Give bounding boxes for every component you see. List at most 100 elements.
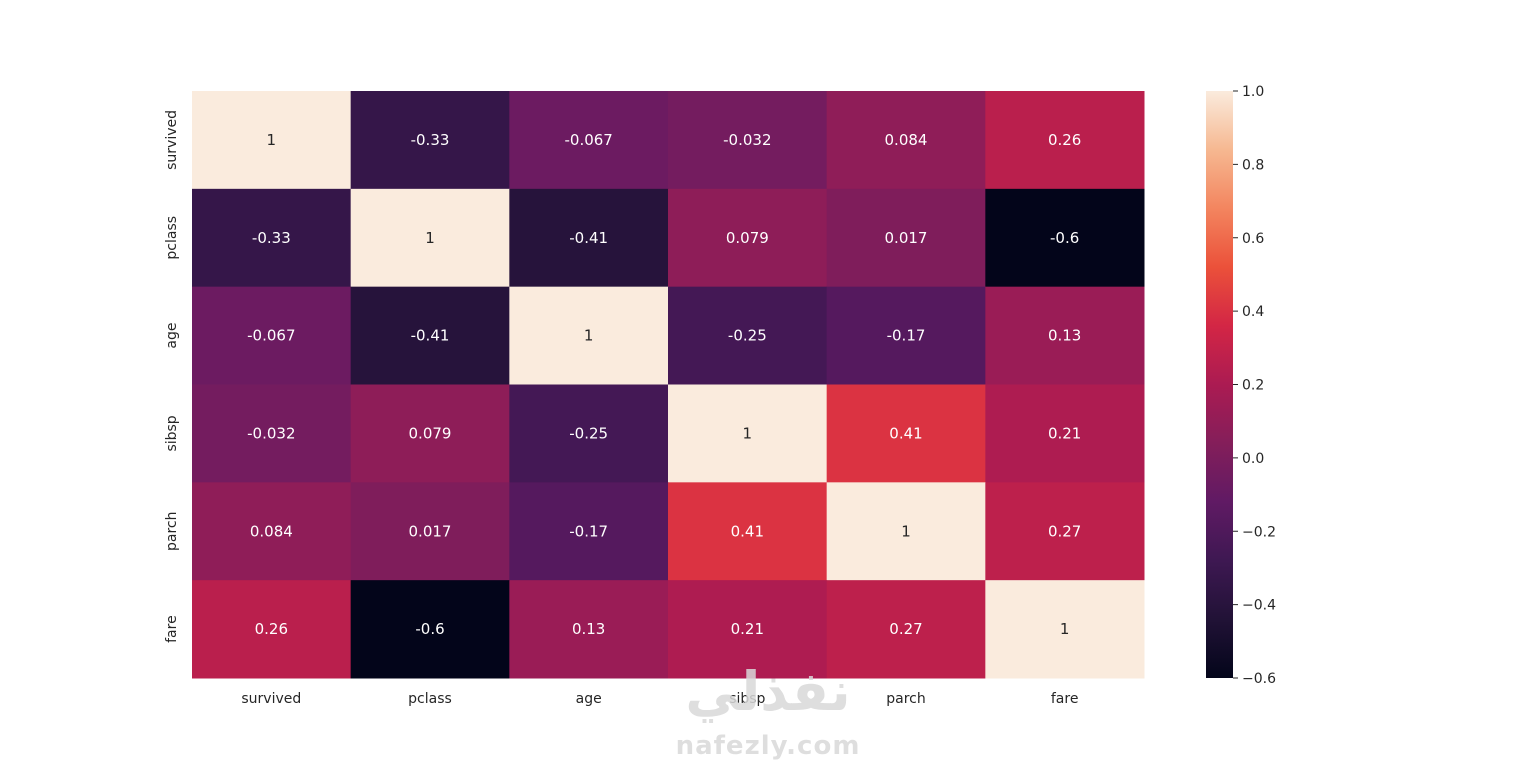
colorbar-tick-label-2: 0.6 <box>1242 231 1264 247</box>
cell-label-pclass-fare: -0.6 <box>1050 229 1079 247</box>
heatmap-cell-sibsp-parch <box>826 384 986 483</box>
cell-label-age-sibsp: -0.25 <box>728 327 767 345</box>
heatmap-cell-age-fare <box>985 286 1145 385</box>
colorbar-tick-label-6: −0.2 <box>1242 524 1276 540</box>
x-axis-ticks: survived pclass age sibsp parch fare <box>241 691 1078 707</box>
heatmap-cell-survived-parch <box>826 91 986 190</box>
heatmap-cell-age-sibsp <box>668 286 828 385</box>
heatmap-cell-survived-survived <box>192 91 352 190</box>
heatmap-cell-parch-pclass <box>350 482 510 581</box>
heatmap-cell-survived-age <box>509 91 669 190</box>
y-tick-label-fare: fare <box>164 615 180 643</box>
cell-label-sibsp-pclass: 0.079 <box>409 424 452 442</box>
x-tick-label-survived: survived <box>241 691 301 707</box>
y-tick-label-parch: parch <box>164 512 180 551</box>
heatmap-cell-age-age <box>509 286 669 385</box>
cell-label-parch-age: -0.17 <box>569 522 608 540</box>
heatmap-cell-fare-parch <box>826 580 986 679</box>
colorbar-gradient <box>1206 91 1233 678</box>
cell-label-parch-pclass: 0.017 <box>409 522 452 540</box>
heatmap-cell-pclass-sibsp <box>668 188 828 288</box>
colorbar-tick-label-3: 0.4 <box>1242 304 1264 320</box>
heatmap-cell-sibsp-fare <box>985 384 1145 483</box>
heatmap-cell-sibsp-survived <box>192 384 352 483</box>
heatmap-cell-parch-sibsp <box>668 482 828 581</box>
y-axis-ticks: survived pclass age sibsp parch fare <box>164 110 180 643</box>
cell-label-fare-survived: 0.26 <box>255 620 288 638</box>
heatmap-cell-pclass-age <box>509 188 669 288</box>
cell-label-parch-survived: 0.084 <box>250 522 293 540</box>
heatmap-cell-fare-fare <box>985 580 1145 679</box>
y-tick-label-pclass: pclass <box>164 216 180 260</box>
cell-label-age-age: 1 <box>584 327 594 345</box>
heatmap-cell-survived-pclass <box>350 91 510 190</box>
colorbar-ticks: 1.0 0.8 0.6 0.4 0.2 0.0 −0.2 −0.4 −0.6 <box>1233 84 1276 687</box>
heatmap-cell-fare-sibsp <box>668 580 828 679</box>
heatmap-cell-survived-sibsp <box>668 91 828 190</box>
cell-label-fare-fare: 1 <box>1060 620 1070 638</box>
x-tick-label-sibsp: sibsp <box>729 691 765 707</box>
colorbar-tick-label-0: 1.0 <box>1242 84 1264 100</box>
x-tick-label-age: age <box>576 691 602 707</box>
cell-label-fare-parch: 0.27 <box>889 620 922 638</box>
cell-label-fare-sibsp: 0.21 <box>731 620 764 638</box>
cell-label-pclass-age: -0.41 <box>569 229 608 247</box>
heatmap-cell-sibsp-sibsp <box>668 384 828 483</box>
heatmap-cell-fare-age <box>509 580 669 679</box>
heatmap-cell-pclass-survived <box>192 188 352 288</box>
colorbar-tick-label-5: 0.0 <box>1242 451 1264 467</box>
heatmap-cell-pclass-pclass <box>350 188 510 288</box>
cell-label-sibsp-survived: -0.032 <box>247 424 295 442</box>
heatmap-cell-parch-fare <box>985 482 1145 581</box>
cell-label-age-survived: -0.067 <box>247 327 295 345</box>
cell-label-survived-parch: 0.084 <box>885 131 928 149</box>
cell-label-age-pclass: -0.41 <box>411 327 450 345</box>
cell-label-fare-pclass: -0.6 <box>415 620 444 638</box>
heatmap-cell-fare-survived <box>192 580 352 679</box>
y-tick-label-survived: survived <box>164 110 180 170</box>
y-tick-label-sibsp: sibsp <box>164 415 180 451</box>
colorbar-tick-label-8: −0.6 <box>1242 671 1276 687</box>
cell-label-survived-age: -0.067 <box>564 131 612 149</box>
x-tick-label-parch: parch <box>886 691 925 707</box>
heatmap-cell-parch-parch <box>826 482 986 581</box>
colorbar-tick-label-7: −0.4 <box>1242 598 1276 614</box>
cell-label-parch-sibsp: 0.41 <box>731 522 764 540</box>
heatmap-cell-sibsp-age <box>509 384 669 483</box>
heatmap-cell-parch-survived <box>192 482 352 581</box>
colorbar: 1.0 0.8 0.6 0.4 0.2 0.0 −0.2 −0.4 −0.6 <box>1206 84 1276 687</box>
heatmap-cell-age-survived <box>192 286 352 385</box>
watermark-logo: نفذلي nafezly.com <box>676 660 861 761</box>
cell-label-survived-fare: 0.26 <box>1048 131 1081 149</box>
colorbar-tick-label-4: 0.2 <box>1242 378 1264 394</box>
watermark-latin: nafezly.com <box>676 731 861 761</box>
cell-label-pclass-survived: -0.33 <box>252 229 291 247</box>
heatmap-cell-pclass-parch <box>826 188 986 288</box>
heatmap-cell-age-parch <box>826 286 986 385</box>
heatmap-cell-survived-fare <box>985 91 1145 190</box>
heatmap-cell-parch-age <box>509 482 669 581</box>
cell-label-age-parch: -0.17 <box>887 327 926 345</box>
cell-label-pclass-pclass: 1 <box>425 229 435 247</box>
heatmap-cell-fare-pclass <box>350 580 510 679</box>
colorbar-tick-label-1: 0.8 <box>1242 157 1264 173</box>
heatmap-cell-pclass-fare <box>985 188 1145 288</box>
x-tick-label-fare: fare <box>1051 691 1079 707</box>
cell-label-survived-sibsp: -0.032 <box>723 131 771 149</box>
cell-label-fare-age: 0.13 <box>572 620 605 638</box>
cell-label-age-fare: 0.13 <box>1048 327 1081 345</box>
cell-label-survived-pclass: -0.33 <box>411 131 450 149</box>
watermark-arabic: نفذلي <box>685 660 850 723</box>
y-tick-label-age: age <box>164 323 180 349</box>
cell-label-sibsp-parch: 0.41 <box>889 424 922 442</box>
cell-label-parch-fare: 0.27 <box>1048 522 1081 540</box>
cell-label-sibsp-sibsp: 1 <box>743 424 753 442</box>
cell-label-sibsp-fare: 0.21 <box>1048 424 1081 442</box>
heatmap-cell-age-pclass <box>350 286 510 385</box>
heatmap-cells: 1 -0.33 -0.067 -0.032 0.084 0.26 -0.33 1 -0.41 0.… <box>192 91 1145 679</box>
cell-label-parch-parch: 1 <box>901 522 911 540</box>
heatmap-cell-sibsp-pclass <box>350 384 510 483</box>
cell-label-sibsp-age: -0.25 <box>569 424 608 442</box>
cell-label-survived-survived: 1 <box>267 131 277 149</box>
